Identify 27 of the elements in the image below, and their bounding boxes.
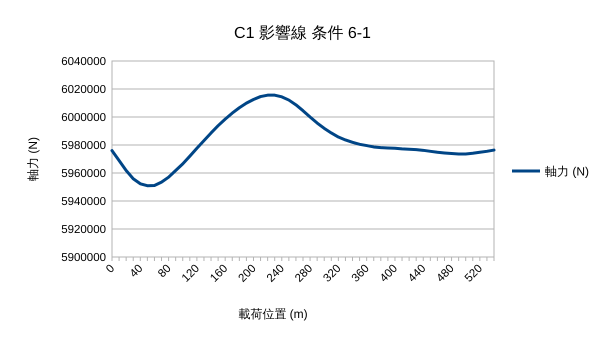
x-tick-label: 480 [434,262,457,285]
x-tick-label: 440 [406,262,428,285]
y-tick-label: 5900000 [61,252,106,264]
x-tick-label: 80 [156,262,174,280]
x-tick-label: 520 [462,262,485,285]
line-series [110,94,496,188]
x-tick-label: 360 [350,262,372,285]
legend-label: 軸力 (N) [545,164,589,178]
x-tick-label: 320 [321,262,344,285]
y-tick-label: 6020000 [61,84,106,96]
y-tick-label: 5920000 [61,224,106,236]
x-tick-label: 400 [378,262,400,285]
x-tick-label: 200 [236,262,259,285]
chart-title: C1 影響線 条件 6-1 [234,24,372,42]
y-tick-label: 5960000 [61,168,106,180]
y-axis-title: 軸力 (N) [26,137,40,181]
x-tick-label: 280 [293,262,316,285]
x-axis-title: 載荷位置 (m) [238,307,308,321]
y-tick-label: 6040000 [61,56,106,68]
y-tick-label: 5940000 [61,196,106,208]
x-tick-label: 160 [208,262,230,285]
x-tick-label: 0 [104,262,118,276]
x-tick-label: 240 [264,262,287,285]
x-tick-label: 120 [180,262,202,285]
y-tick-label: 5980000 [61,140,106,152]
x-tick-label: 40 [128,262,146,280]
y-tick-label: 6000000 [61,112,106,124]
